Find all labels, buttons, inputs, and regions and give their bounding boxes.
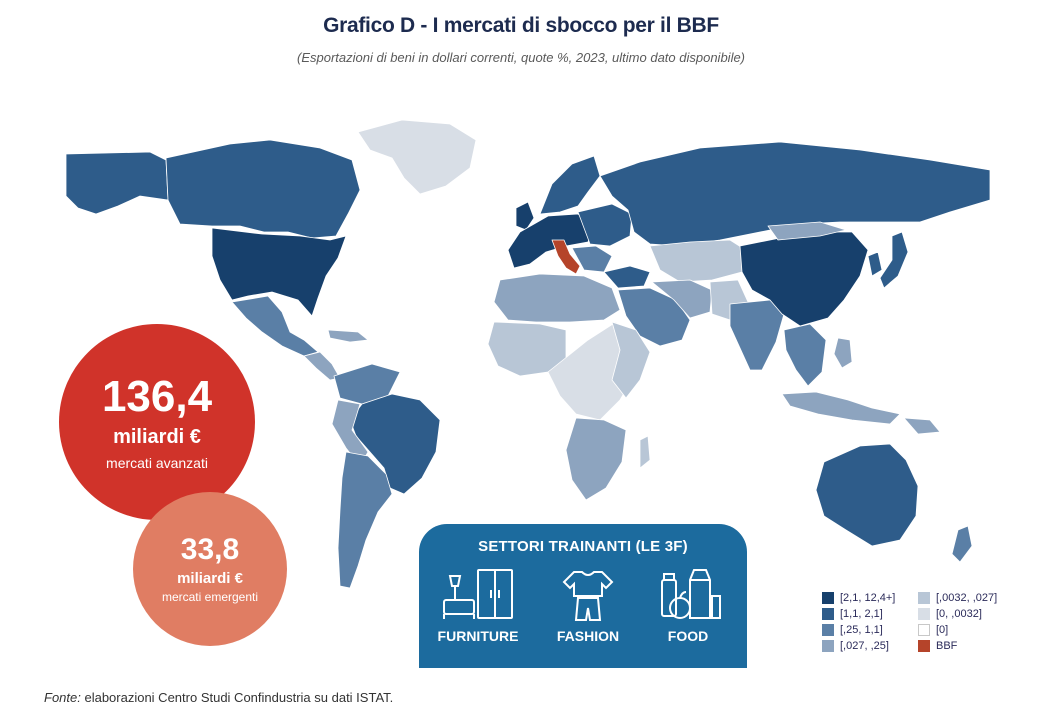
region-middle-east [617,287,691,347]
region-central-asia [649,239,753,283]
region-mongolia [767,221,847,241]
legend-swatch [918,640,930,652]
region-greenland [357,119,477,195]
legend-item: [0] [918,624,948,636]
sector-fashion: FASHION [533,566,643,644]
legend-swatch [822,592,834,604]
emerging-markets-value: 33,8 [180,533,240,566]
source-prefix: Fonte: [44,690,81,705]
emerging-markets-unit: miliardi € [177,570,243,587]
legend-item: BBF [918,640,957,652]
region-caribbean [327,329,369,343]
region-korea [867,251,883,277]
region-east-africa [611,321,651,399]
legend-label: [1,1, 2,1] [840,608,883,620]
region-philippines [833,337,853,369]
chart-subtitle: (Esportazioni di beni in dollari corrent… [296,50,746,65]
legend-label: BBF [936,640,958,652]
region-alaska [65,151,169,215]
legend-swatch [918,592,930,604]
region-balkans [571,245,613,273]
food-icon [661,569,721,619]
legend-label: [2,1, 12,4+] [840,592,896,604]
advanced-markets-value: 136,4 [101,371,213,421]
legend-swatch [822,608,834,620]
legend-item: [0, ,0032] [918,608,982,620]
region-mexico [231,295,319,357]
legend-item: [2,1, 12,4+] [822,592,895,604]
sector-label: FASHION [556,628,620,644]
legend-label: [,25, 1,1] [840,624,883,636]
region-uk [515,201,535,231]
legend-label: [,0032, ,027] [936,592,998,604]
region-southern-africa [565,417,627,501]
legend-swatch [918,608,930,620]
region-madagascar [639,435,651,469]
source-note: Fonte: elaborazioni Centro Studi Confind… [44,690,393,705]
region-argentina-chile [337,451,393,589]
advanced-markets-unit: miliardi € [113,425,201,448]
region-usa [211,227,347,317]
region-russia [599,141,991,247]
source-text: elaborazioni Centro Studi Confindustria … [80,690,394,705]
legend-swatch [822,640,834,652]
advanced-markets-label: mercati avanzati [106,454,208,471]
bubble-emerging-markets: 33,8 miliardi € mercati emergenti [133,492,287,646]
sector-label: FURNITURE [437,628,519,644]
legend-swatch [918,624,930,636]
legend-swatch [822,624,834,636]
region-southeast-asia [783,323,827,387]
sectors-panel: SETTORI TRAINANTI (LE 3F) FURNITURE FASH… [419,524,747,668]
region-japan [879,231,909,289]
legend-label: [0, ,0032] [936,608,982,620]
sector-food: FOOD [633,566,743,644]
region-papua [903,417,941,435]
region-canada [165,139,361,239]
region-australia [815,443,919,547]
emerging-markets-label: mercati emergenti [161,590,259,604]
region-scandinavia [539,155,601,215]
region-italy-bbf [551,239,581,275]
legend-item: [,027, ,25] [822,640,889,652]
region-turkey [603,265,651,289]
region-eastern-europe [577,203,633,247]
region-iran [651,279,713,319]
sectors-title: SETTORI TRAINANTI (LE 3F) [478,538,688,555]
legend-label: [,027, ,25] [840,640,889,652]
bubble-advanced-markets: 136,4 miliardi € mercati avanzati [59,324,255,520]
sector-label: FOOD [667,628,709,644]
region-india [729,299,785,371]
legend-label: [0] [936,624,949,636]
fashion-icon [562,571,614,621]
region-north-africa [493,273,621,323]
legend-item: [1,1, 2,1] [822,608,883,620]
region-new-zealand [951,525,973,563]
map-legend: [2,1, 12,4+] [1,1, 2,1] [,25, 1,1] [,027… [822,592,1022,662]
region-indonesia [781,391,901,425]
legend-item: [,25, 1,1] [822,624,883,636]
chart-title: Grafico D - I mercati di sbocco per il B… [323,14,719,37]
sector-furniture: FURNITURE [423,566,533,644]
furniture-icon [443,569,513,619]
legend-item: [,0032, ,027] [918,592,997,604]
